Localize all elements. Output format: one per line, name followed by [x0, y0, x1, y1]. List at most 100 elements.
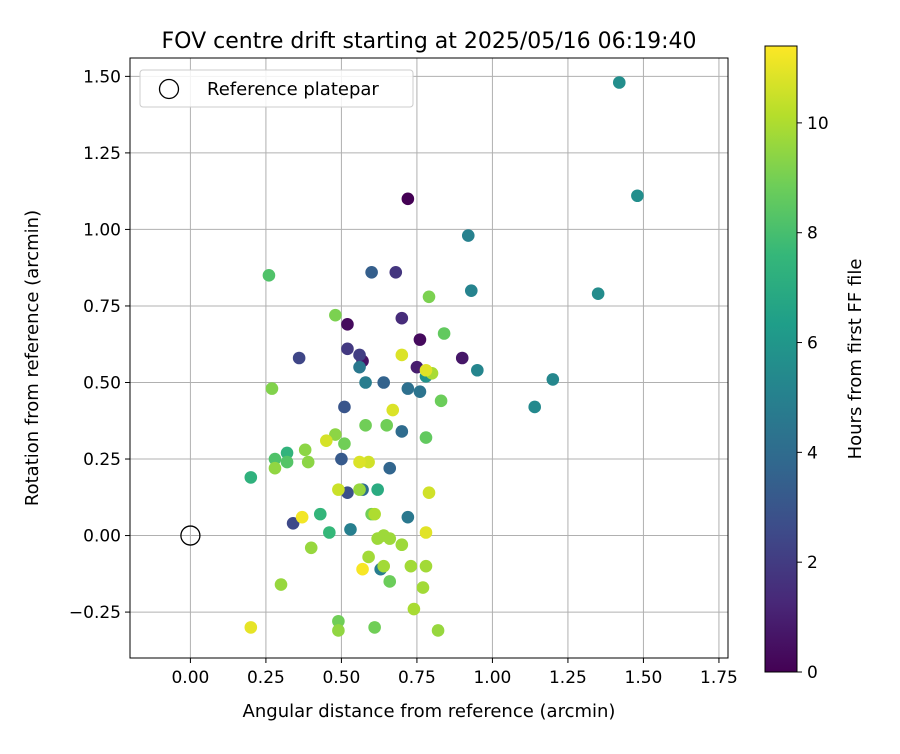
data-point: [431, 624, 445, 637]
data-point: [298, 443, 312, 457]
colorbar-tick-label: 6: [807, 334, 818, 354]
data-point: [362, 550, 375, 564]
data-point: [371, 483, 384, 496]
legend-entry-reference-platepar: Reference platepar: [207, 79, 379, 100]
data-point: [419, 363, 433, 377]
y-tick-label: 1.50: [83, 67, 121, 87]
data-point: [419, 526, 433, 539]
chart-title: FOV centre drift starting at 2025/05/16 …: [162, 29, 697, 54]
data-point: [419, 431, 433, 444]
data-point: [422, 290, 436, 304]
data-point: [377, 376, 390, 389]
data-point: [353, 455, 366, 469]
data-point: [286, 517, 300, 530]
y-tick-label: 0.25: [83, 450, 121, 470]
data-point: [365, 265, 378, 279]
data-point: [383, 461, 397, 475]
grid: [130, 58, 728, 658]
data-point: [353, 348, 366, 362]
data-point: [383, 532, 397, 545]
data-point: [292, 351, 306, 365]
data-point: [591, 287, 605, 301]
data-point: [386, 403, 400, 417]
colorbar-gradient: [764, 45, 798, 673]
data-point: [274, 578, 288, 591]
x-axis-ticks: 0.00 0.25 0.50 0.75 1.00 1.25 1.50 1.75: [171, 658, 738, 688]
data-point: [368, 507, 381, 521]
data-point: [389, 265, 403, 279]
data-point: [404, 559, 418, 573]
plot-frame: [129, 57, 729, 659]
reference-platepar-marker: [180, 525, 201, 546]
colorbar: 0 2 4 6 8 10 Hours from first FF file: [764, 45, 866, 683]
data-point: [631, 189, 644, 203]
data-point: [332, 624, 345, 637]
data-point: [383, 575, 397, 588]
data-point: [301, 455, 315, 469]
data-point: [413, 385, 427, 398]
data-point: [341, 342, 354, 356]
data-point: [329, 308, 342, 322]
data-point: [377, 559, 390, 573]
x-axis-label: Angular distance from reference (arcmin): [243, 701, 616, 722]
data-point: [338, 400, 351, 414]
data-point: [407, 602, 421, 616]
data-point: [416, 581, 430, 594]
data-point: [455, 351, 469, 365]
data-point: [437, 327, 451, 340]
data-point: [395, 311, 409, 325]
data-point: [380, 419, 394, 432]
y-tick-label: 1.00: [83, 220, 121, 240]
colorbar-label: Hours from first FF file: [845, 259, 866, 460]
data-point: [268, 452, 282, 466]
x-tick-label: 1.00: [473, 668, 511, 688]
data-point: [528, 400, 542, 414]
x-tick-label: 1.75: [700, 668, 738, 688]
colorbar-tick-label: 8: [807, 224, 818, 244]
data-points: [244, 76, 644, 637]
data-point: [280, 455, 294, 469]
data-point: [422, 486, 436, 499]
data-point: [313, 507, 327, 521]
y-tick-label: 1.25: [83, 144, 121, 164]
data-point: [359, 376, 372, 389]
data-point: [401, 192, 415, 206]
y-axis-label: Rotation from reference (arcmin): [22, 210, 43, 506]
y-tick-label: −0.25: [69, 603, 121, 623]
legend: Reference platepar: [139, 69, 414, 108]
x-tick-label: 1.25: [549, 668, 587, 688]
colorbar-tick-label: 2: [807, 553, 818, 573]
data-point: [395, 425, 409, 438]
data-point: [329, 428, 342, 441]
data-point: [332, 614, 345, 628]
data-point: [280, 446, 294, 460]
data-point: [268, 461, 282, 475]
colorbar-tick-label: 4: [807, 443, 818, 463]
data-point: [461, 229, 475, 242]
data-point: [359, 419, 372, 432]
data-point: [395, 538, 409, 552]
x-tick-label: 0.00: [171, 668, 209, 688]
data-point: [323, 526, 336, 539]
data-point: [464, 284, 478, 297]
y-axis-ticks: −0.25 0.00 0.25 0.50 0.75 1.00 1.25 1.50: [69, 67, 130, 623]
data-point: [344, 523, 357, 536]
data-point: [320, 434, 333, 447]
data-point: [262, 269, 276, 282]
data-point: [546, 373, 560, 386]
data-point: [356, 562, 369, 576]
data-point: [612, 76, 626, 89]
colorbar-ticks: 0 2 4 6 8 10: [797, 114, 829, 683]
data-point: [401, 510, 415, 524]
data-point: [244, 471, 258, 484]
x-tick-label: 1.50: [625, 668, 663, 688]
data-point: [413, 333, 427, 346]
data-point: [265, 382, 279, 395]
legend-box: [139, 69, 414, 108]
data-point: [353, 360, 366, 374]
data-point: [335, 452, 348, 466]
data-point: [395, 348, 409, 362]
data-point: [368, 621, 381, 634]
